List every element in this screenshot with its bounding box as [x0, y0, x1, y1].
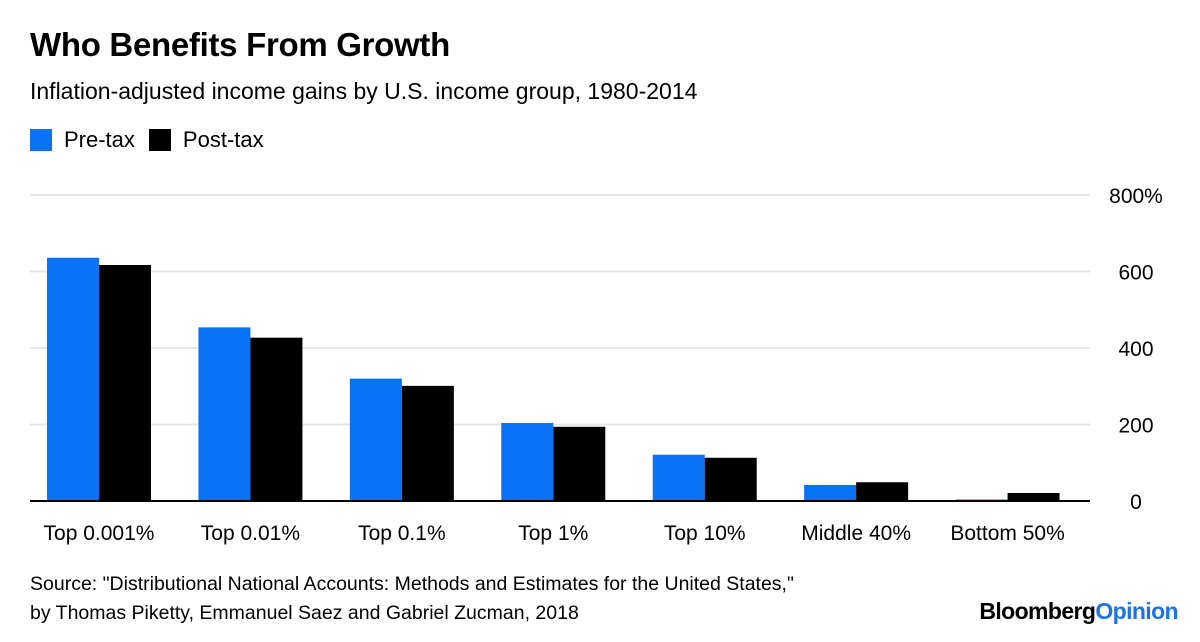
x-tick-label: Bottom 50% [950, 522, 1064, 545]
legend-label-pre-tax: Pre-tax [64, 127, 135, 152]
x-tick-label: Middle 40% [801, 522, 911, 545]
x-tick-label: Top 0.1% [358, 522, 446, 545]
x-tick-label: Top 10% [664, 522, 746, 545]
legend-label-post-tax: Post-tax [182, 127, 264, 152]
x-tick-label: Top 0.01% [201, 522, 300, 545]
brand-accent: Opinion [1095, 598, 1178, 624]
chart-subtitle: Inflation-adjusted income gains by U.S. … [30, 78, 698, 104]
y-tick-label: 800% [1109, 185, 1163, 208]
y-tick-label: 0 [1130, 491, 1142, 514]
bar-pre-tax [501, 422, 554, 501]
bar-post-tax [1007, 492, 1060, 501]
x-tick-label: Top 0.001% [44, 522, 155, 545]
source-line-1: Source: "Distributional National Account… [30, 573, 794, 595]
y-tick-label: 600 [1118, 262, 1153, 285]
legend-item-pre-tax: Pre-tax [30, 127, 135, 153]
bar-post-tax [401, 385, 454, 501]
legend-swatch-post-tax [148, 129, 171, 151]
brand-main: Bloomberg [979, 598, 1096, 624]
chart-title: Who Benefits From Growth [30, 26, 450, 63]
bar-pre-tax [349, 378, 402, 501]
bar-pre-tax [198, 327, 251, 501]
source-note: Source: "Distributional National Account… [30, 570, 794, 628]
bar-pre-tax [804, 484, 857, 501]
legend-swatch-pre-tax [30, 129, 52, 151]
bar-post-tax [704, 457, 757, 501]
legend-item-post-tax: Post-tax [148, 127, 264, 153]
bar-pre-tax [652, 454, 705, 501]
bar-post-tax [553, 426, 606, 501]
x-tick-label: Top 1% [518, 522, 588, 545]
bar-post-tax [250, 337, 303, 501]
y-tick-label: 400 [1118, 338, 1153, 361]
legend: Pre-tax Post-tax [30, 127, 278, 153]
source-line-2: by Thomas Piketty, Emmanuel Saez and Gab… [30, 602, 579, 624]
bar-post-tax [99, 264, 151, 501]
brand-logo: BloombergOpinion [979, 598, 1178, 625]
bar-pre-tax [47, 257, 99, 501]
y-tick-label: 200 [1118, 415, 1153, 438]
bar-post-tax [856, 482, 909, 501]
